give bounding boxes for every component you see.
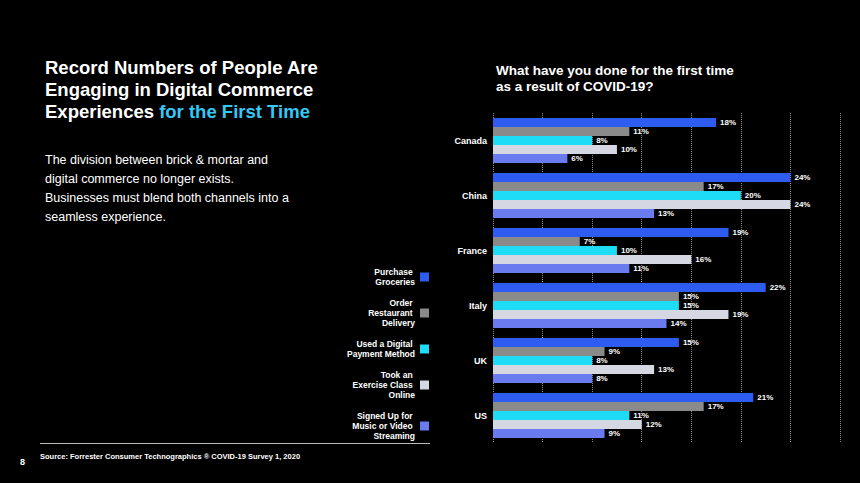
svg-text:15%: 15% [683,292,699,301]
svg-text:Streaming: Streaming [373,431,415,441]
svg-text:11%: 11% [633,264,649,273]
svg-text:Order: Order [389,298,415,308]
svg-text:15%: 15% [683,301,699,310]
svg-text:Payment Method: Payment Method [347,349,415,359]
svg-text:17%: 17% [708,182,724,191]
html-text:The division between brick & m: The division between brick & mortar and … [45,153,289,224]
svg-text:What have you done for the fir: What have you done for the first time [496,63,738,78]
svg-text:US: US [474,411,487,421]
svg-text:Online: Online [389,390,416,400]
svg-text:24%: 24% [794,200,810,209]
svg-text:8%: 8% [596,136,608,145]
svg-text:14%: 14% [671,319,687,328]
svg-text:Italy: Italy [469,301,487,311]
svg-text:UK: UK [474,356,487,366]
svg-text:15%: 15% [683,338,699,347]
svg-text:Exercise Class: Exercise Class [353,380,415,390]
svg-text:Canada: Canada [454,136,488,146]
svg-text:24%: 24% [794,173,810,182]
svg-text:20%: 20% [745,191,761,200]
svg-text:10%: 10% [621,246,637,255]
svg-text:17%: 17% [708,402,724,411]
svg-text:Restaurant: Restaurant [368,308,415,318]
svg-text:22%: 22% [770,283,786,292]
html-text:8: 8 [20,457,25,467]
svg-text:19%: 19% [732,310,748,319]
svg-text:Music or Video: Music or Video [352,421,415,431]
svg-text:18%: 18% [720,118,736,127]
svg-text:9%: 9% [609,429,621,438]
svg-text:8%: 8% [596,356,608,365]
svg-text:China: China [462,191,488,201]
svg-text:France: France [457,246,487,256]
svg-text:Purchase: Purchase [374,267,415,277]
svg-text:10%: 10% [621,145,637,154]
svg-text:Took an: Took an [381,370,415,380]
svg-text:21%: 21% [757,393,773,402]
svg-text:9%: 9% [609,347,621,356]
svg-text:Delivery: Delivery [382,318,415,328]
svg-text:13%: 13% [658,209,674,218]
svg-text:19%: 19% [732,228,748,237]
html-text:Source: Forrester Consumer Tec: Source: Forrester Consumer Technographic… [40,452,301,461]
html-text:Record Numbers of People Are E: Record Numbers of People Are Engaging in… [45,57,318,122]
svg-text:Signed Up for: Signed Up for [357,411,415,421]
svg-text:12%: 12% [646,420,662,429]
svg-text:Used a Digital: Used a Digital [356,339,415,349]
svg-text:6%: 6% [571,154,583,163]
svg-text:16%: 16% [695,255,711,264]
svg-text:11%: 11% [633,411,649,420]
svg-text:11%: 11% [633,127,649,136]
svg-text:as a result of COVID-19?: as a result of COVID-19? [496,79,654,94]
svg-text:8%: 8% [596,374,608,383]
svg-text:13%: 13% [658,365,674,374]
svg-text:Groceries: Groceries [375,277,415,287]
svg-text:7%: 7% [584,237,596,246]
